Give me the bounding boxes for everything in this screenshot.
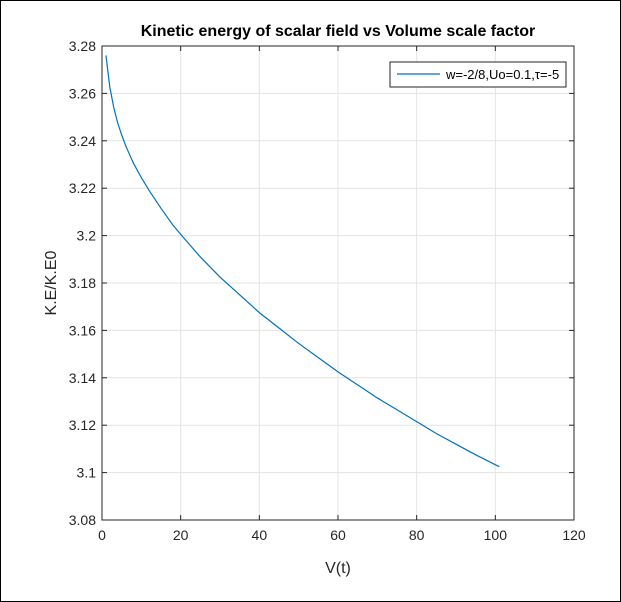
y-tick-label: 3.16 xyxy=(69,322,96,338)
y-tick-label: 3.12 xyxy=(69,417,96,433)
chart-title: Kinetic energy of scalar field vs Volume… xyxy=(141,23,536,40)
legend-entry-label: w=-2/8,Uo=0.1,τ=-5 xyxy=(445,67,559,82)
y-axis-label: K.E/K.E0 xyxy=(43,250,60,315)
x-tick-label: 80 xyxy=(409,527,425,543)
y-tick-label: 3.08 xyxy=(69,512,96,528)
y-tick-label: 3.28 xyxy=(69,38,96,54)
y-tick-label: 3.14 xyxy=(69,370,96,386)
axis-ticks: 0 20 40 60 80 100 120 3.08 3.1 3.12 3.14 3.16 3.18 3.… xyxy=(69,38,586,543)
x-tick-label: 60 xyxy=(330,527,346,543)
series-line xyxy=(105,55,500,468)
x-tick-label: 120 xyxy=(562,527,586,543)
grid-lines xyxy=(102,46,574,520)
y-tick-label: 3.22 xyxy=(69,180,96,196)
y-tick-label: 3.26 xyxy=(69,85,96,101)
x-tick-label: 40 xyxy=(252,527,268,543)
series-lines xyxy=(105,55,500,468)
x-tick-label: 0 xyxy=(98,527,106,543)
y-tick-label: 3.18 xyxy=(69,275,96,291)
x-tick-label: 20 xyxy=(173,527,189,543)
x-axis-label: V(t) xyxy=(325,560,351,577)
y-tick-label: 3.1 xyxy=(77,465,97,481)
y-tick-label: 3.2 xyxy=(77,228,97,244)
legend: w=-2/8,Uo=0.1,τ=-5 xyxy=(389,61,567,88)
y-tick-label: 3.24 xyxy=(69,133,96,149)
x-tick-label: 100 xyxy=(484,527,508,543)
